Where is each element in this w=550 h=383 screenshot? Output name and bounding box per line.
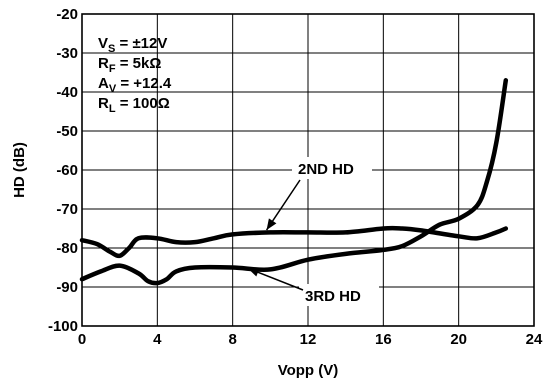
y-tick-label-neg100: -100: [48, 318, 78, 335]
annotation-2nd-hd-background: [292, 157, 372, 179]
y-tick-label-neg70: -70: [56, 201, 78, 218]
annotation-3rd-hd-arrowhead: [247, 268, 260, 277]
annotations: 2ND HD 3RD HD: [247, 157, 379, 306]
plot-frame: [81, 13, 535, 327]
condition-r-l: RL = 100Ω: [98, 95, 170, 115]
y-tick-label-neg40: -40: [56, 84, 78, 101]
y-tick-label-neg90: -90: [56, 279, 78, 296]
y-axis-title: HD (dB): [11, 142, 28, 198]
annotation-2nd-hd: 2ND HD: [298, 161, 354, 178]
condition-r-f: RF = 5kΩ: [98, 55, 161, 75]
annotation-2nd-hd-arrowhead: [266, 218, 277, 231]
series-line-3rd-hd: [79, 78, 509, 286]
annotation-3rd-hd: 3RD HD: [305, 288, 361, 305]
series-group: [79, 78, 509, 286]
condition-a-v: AV = +12.4: [98, 75, 172, 95]
y-tick-labels: -20 -30 -40 -50 -60 -70 -80 -90 -100: [48, 6, 78, 335]
series-line-2nd-hd: [79, 225, 509, 259]
x-tick-label-4: 4: [153, 331, 162, 348]
x-tick-label-0: 0: [78, 331, 86, 348]
x-tick-label-20: 20: [450, 331, 467, 348]
annotation-3rd-hd-background: [299, 284, 379, 306]
condition-v-s: VS = ±12V: [98, 35, 167, 55]
y-tick-label-neg50: -50: [56, 123, 78, 140]
x-axis-title: Vopp (V): [278, 362, 339, 379]
x-tick-labels: 0 4 8 12 16 20 24: [78, 331, 543, 348]
x-tick-label-16: 16: [375, 331, 392, 348]
y-tick-label-neg20: -20: [56, 6, 78, 23]
y-tick-label-neg80: -80: [56, 240, 78, 257]
x-tick-label-24: 24: [526, 331, 543, 348]
grid: [81, 13, 535, 327]
x-tick-label-8: 8: [228, 331, 236, 348]
x-tick-label-12: 12: [300, 331, 317, 348]
y-tick-label-neg30: -30: [56, 45, 78, 62]
y-tick-label-neg60: -60: [56, 162, 78, 179]
